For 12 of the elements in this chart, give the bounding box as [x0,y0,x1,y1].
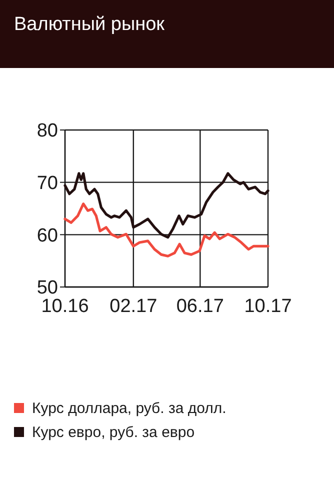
x-tick-label: 06.17 [176,296,224,317]
y-tick-label: 60 [36,225,58,246]
y-tick-label: 80 [36,120,58,142]
y-tick-label: 50 [36,278,58,299]
x-tick-label: 02.17 [110,296,158,317]
x-tick-label: 10.16 [41,296,89,317]
y-tick-label: 70 [36,172,58,194]
line-series [64,202,270,258]
chart-title: Валютный рынок [14,14,166,35]
legend-label: Курс доллара, руб. за долл. [32,400,226,417]
legend-label: Курс евро, руб. за евро [32,424,195,441]
x-tick-label: 10.17 [244,296,292,317]
